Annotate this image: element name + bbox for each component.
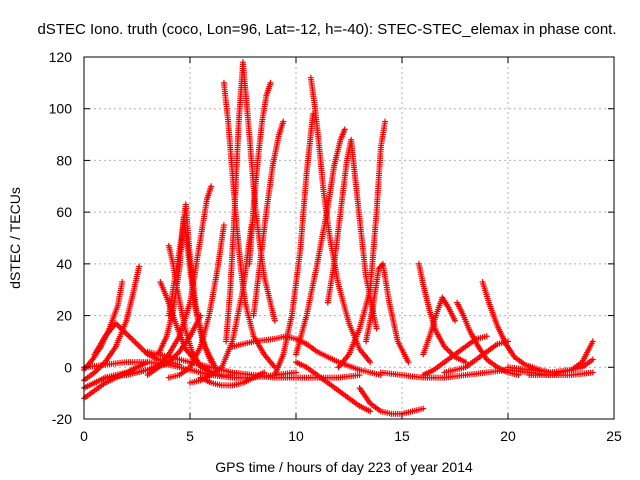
data-point — [589, 369, 596, 376]
x-axis-label: GPS time / hours of day 223 of year 2014 — [215, 459, 473, 475]
pass-32 — [526, 356, 596, 379]
x-tick-label-1: 5 — [186, 428, 194, 444]
y-tick-label-7: 120 — [49, 49, 73, 65]
data-point — [220, 222, 227, 229]
data-point — [589, 338, 596, 345]
pass-34 — [144, 348, 363, 381]
data-point — [208, 183, 215, 190]
y-axis-label: dSTEC / TECUs — [7, 187, 23, 289]
y-tick-label-6: 100 — [49, 101, 73, 117]
data-point — [267, 79, 274, 86]
pass-9 — [144, 183, 215, 379]
pass-20 — [335, 118, 389, 371]
y-tick-label-0: -20 — [52, 411, 72, 427]
pass-10 — [165, 222, 227, 381]
data-point — [356, 372, 363, 379]
data-point — [452, 317, 458, 324]
y-tick-label-3: 40 — [56, 256, 72, 272]
axis-ticks: 0 5 10 15 20 25 -20 0 20 40 60 80 100 120 — [49, 49, 622, 444]
x-tick-label-0: 0 — [80, 428, 88, 444]
y-tick-label-4: 60 — [56, 204, 72, 220]
y-tick-label-5: 80 — [56, 152, 72, 168]
pass-23 — [293, 359, 374, 415]
data-point — [367, 359, 374, 366]
pass-28 — [420, 333, 490, 379]
pass-36 — [102, 312, 204, 381]
y-tick-label-1: 0 — [64, 359, 72, 375]
data-point — [377, 372, 384, 379]
pass-1 — [81, 263, 143, 384]
pass-35 — [229, 333, 384, 379]
data-point — [280, 118, 287, 125]
x-tick-label-2: 10 — [288, 428, 304, 444]
pass-21 — [362, 260, 412, 366]
pass-18 — [293, 126, 348, 358]
pass-19 — [324, 136, 380, 332]
data-point — [382, 118, 389, 125]
pass-29 — [441, 338, 511, 376]
x-tick-label-5: 25 — [606, 428, 622, 444]
pass-26 — [454, 299, 522, 379]
x-tick-label-4: 20 — [500, 428, 516, 444]
data-point — [293, 369, 299, 376]
data-point — [589, 356, 596, 363]
pass-24 — [415, 260, 469, 366]
data-point — [373, 325, 380, 332]
data-point — [405, 359, 412, 366]
data-point — [271, 317, 278, 324]
data-point — [420, 405, 427, 412]
plot-frame — [83, 56, 615, 420]
chart-title: dSTEC Iono. truth (coco, Lon=96, Lat=-12… — [37, 21, 616, 38]
pass-37 — [197, 369, 268, 389]
pass-17 — [307, 74, 374, 366]
data-point — [483, 333, 490, 340]
data-point — [505, 338, 511, 345]
y-tick-label-2: 20 — [56, 308, 72, 324]
data-point — [462, 359, 469, 366]
data-points — [81, 59, 596, 417]
data-point — [197, 312, 204, 319]
pass-25 — [420, 294, 458, 358]
pass-14 — [246, 79, 274, 267]
data-point — [341, 126, 348, 133]
x-tick-label-3: 15 — [394, 428, 410, 444]
pass-22 — [356, 384, 427, 417]
data-point — [119, 278, 126, 285]
data-point — [261, 369, 268, 376]
pass-15 — [250, 118, 287, 319]
data-point — [367, 408, 374, 415]
data-point — [136, 263, 143, 270]
